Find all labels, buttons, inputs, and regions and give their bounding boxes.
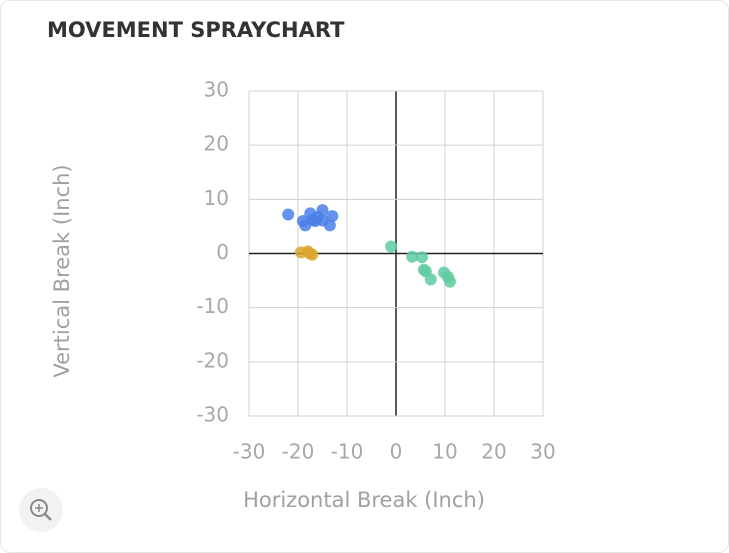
x-tick-label: 10 [432,440,457,464]
x-tick-label: -10 [331,440,364,464]
chart-title: MOVEMENT SPRAYCHART [47,18,345,42]
x-tick-label: -20 [282,440,315,464]
x-tick-label: 0 [390,440,403,464]
x-tick-label: 20 [481,440,506,464]
y-tick-label: -20 [196,348,229,372]
zoom-handle [44,513,52,521]
zoom-lens [30,499,48,517]
y-axis-title: Vertical Break (Inch) [50,164,74,377]
x-tick-label: 30 [530,440,555,464]
x-tick-label: -30 [233,440,266,464]
zoom-button[interactable] [19,488,63,532]
y-tick-label: -30 [196,403,229,427]
point [316,204,329,217]
point [326,210,339,223]
point [282,208,295,221]
point [385,240,398,253]
point [406,250,419,263]
point [306,213,319,226]
point [323,219,336,232]
point [306,248,319,261]
y-tick-label: 10 [204,186,229,210]
point [415,251,428,264]
x-axis-title: Horizontal Break (Inch) [243,488,485,512]
y-tick-label: -10 [196,294,229,318]
y-tick-label: 0 [216,240,229,264]
zoom-bg[interactable] [19,488,63,532]
point [424,273,437,286]
y-tick-label: 30 [204,78,229,102]
point [443,275,456,288]
y-tick-label: 20 [204,132,229,156]
